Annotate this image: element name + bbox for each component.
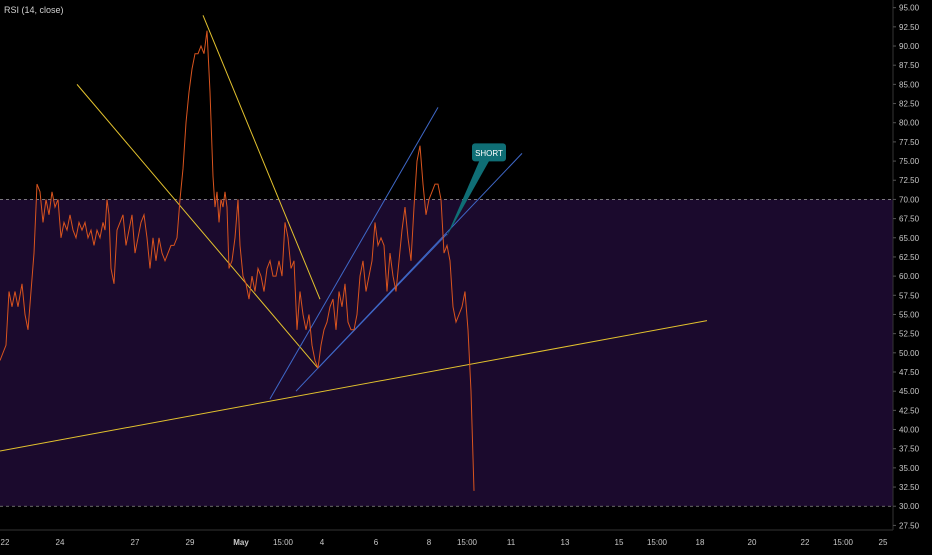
yellow-trendline	[0, 320, 708, 452]
y-tick-label: 82.50	[899, 100, 920, 109]
y-tick-label: 45.00	[899, 387, 920, 396]
y-tick-label: 62.50	[899, 253, 920, 262]
y-tick-label: 87.50	[899, 61, 920, 70]
rsi-band-fill	[0, 199, 893, 507]
x-tick-label: 15:00	[833, 538, 854, 547]
y-tick-label: 85.00	[899, 80, 920, 89]
x-tick-label: 25	[879, 538, 888, 547]
x-tick-label: 15	[615, 538, 624, 547]
y-tick-label: 80.00	[899, 119, 920, 128]
x-tick-label: 15:00	[647, 538, 668, 547]
y-tick-label: 50.00	[899, 349, 920, 358]
y-tick-label: 95.00	[899, 4, 920, 13]
x-tick-label: 11	[507, 538, 516, 547]
y-tick-label: 70.00	[899, 195, 920, 204]
x-tick-label: 15:00	[457, 538, 478, 547]
y-tick-label: 75.00	[899, 157, 920, 166]
blue-trendline	[317, 233, 448, 369]
short-annotation-label: SHORT	[475, 149, 503, 158]
y-tick-label: 77.50	[899, 138, 920, 147]
x-tick-label: 18	[696, 538, 705, 547]
y-tick-label: 32.50	[899, 483, 920, 492]
x-tick-label: 13	[561, 538, 570, 547]
y-tick-label: 72.50	[899, 176, 920, 185]
x-tick-label: 8	[427, 538, 432, 547]
blue-trendline	[269, 107, 439, 400]
y-tick-label: 65.00	[899, 234, 920, 243]
y-tick-label: 27.50	[899, 521, 920, 530]
y-tick-label: 40.00	[899, 426, 920, 435]
x-tick-label: 20	[748, 538, 757, 547]
x-tick-label: May	[233, 538, 249, 547]
y-tick-label: 90.00	[899, 42, 920, 51]
y-tick-label: 67.50	[899, 215, 920, 224]
y-tick-label: 42.50	[899, 406, 920, 415]
y-tick-label: 55.00	[899, 310, 920, 319]
x-tick-label: 29	[186, 538, 195, 547]
x-tick-label: 6	[374, 538, 379, 547]
callout-box	[472, 143, 506, 162]
y-tick-label: 60.00	[899, 272, 920, 281]
x-tick-label: 22	[801, 538, 810, 547]
y-tick-label: 92.50	[899, 23, 920, 32]
y-tick-label: 47.50	[899, 368, 920, 377]
x-tick-label: 27	[131, 538, 140, 547]
yellow-trendline	[202, 15, 321, 300]
y-tick-label: 57.50	[899, 291, 920, 300]
y-tick-label: 30.00	[899, 502, 920, 511]
y-tick-label: 37.50	[899, 445, 920, 454]
x-tick-label: 4	[320, 538, 325, 547]
yellow-trendline	[76, 84, 319, 369]
y-tick-label: 35.00	[899, 464, 920, 473]
rsi-series-line	[0, 30, 475, 491]
indicator-legend[interactable]: RSI (14, close)	[4, 5, 64, 15]
x-tick-label: 24	[56, 538, 65, 547]
x-tick-label: 22	[1, 538, 10, 547]
y-tick-label: 52.50	[899, 330, 920, 339]
x-tick-label: 15:00	[273, 538, 294, 547]
callout-pointer	[446, 159, 490, 238]
